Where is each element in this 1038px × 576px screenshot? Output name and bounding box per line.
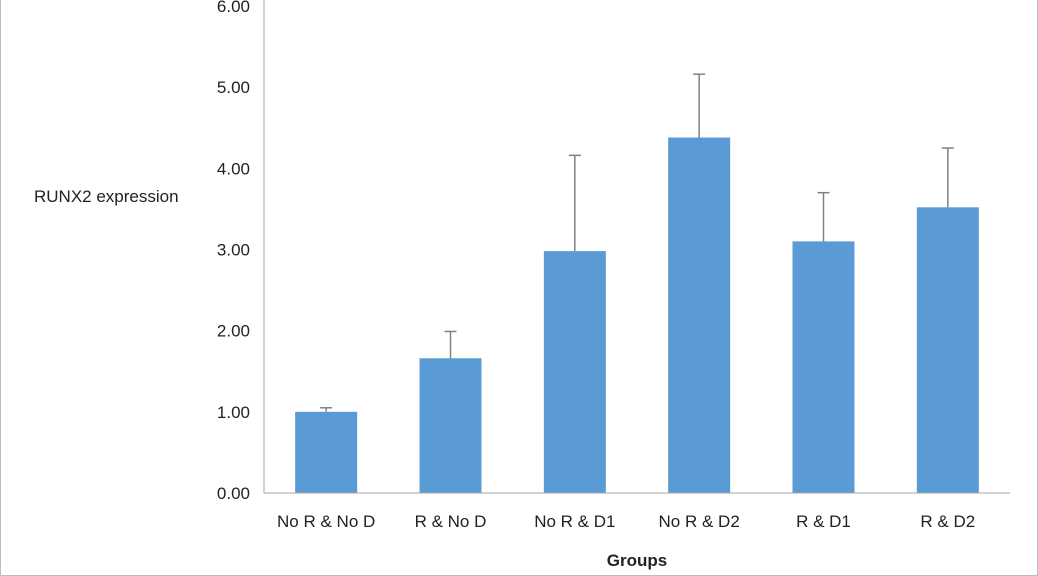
bar	[543, 251, 606, 493]
y-tick-label: 5.00	[217, 78, 250, 97]
y-tick-label: 2.00	[217, 322, 250, 341]
bars	[295, 137, 979, 494]
y-tick-label: 3.00	[217, 241, 250, 260]
x-tick-label: No R & D1	[534, 512, 615, 531]
y-axis-label: RUNX2 expression	[34, 187, 179, 206]
y-tick-label: 4.00	[217, 159, 250, 178]
bar	[916, 207, 979, 493]
x-tick-label: No R & No D	[277, 512, 375, 531]
error-bars	[320, 73, 954, 412]
x-tick-label: R & D2	[920, 512, 975, 531]
bar	[295, 411, 358, 493]
x-tick-label: No R & D2	[659, 512, 740, 531]
x-tick-labels: No R & No D R & No D No R & D1 No R & D2 R &…	[277, 512, 975, 531]
y-tick-label: 0.00	[217, 484, 250, 503]
y-tick-label: 1.00	[217, 403, 250, 422]
bar	[419, 358, 482, 493]
x-tick-label: R & No D	[415, 512, 487, 531]
y-tick-labels: 0.00 1.00 2.00 3.00 4.00 5.00 6.00	[217, 0, 250, 503]
bar	[792, 241, 855, 493]
x-axis-label: Groups	[607, 551, 667, 570]
y-tick-label: 6.00	[217, 0, 250, 16]
x-tick-label: R & D1	[796, 512, 851, 531]
bar	[668, 137, 731, 494]
